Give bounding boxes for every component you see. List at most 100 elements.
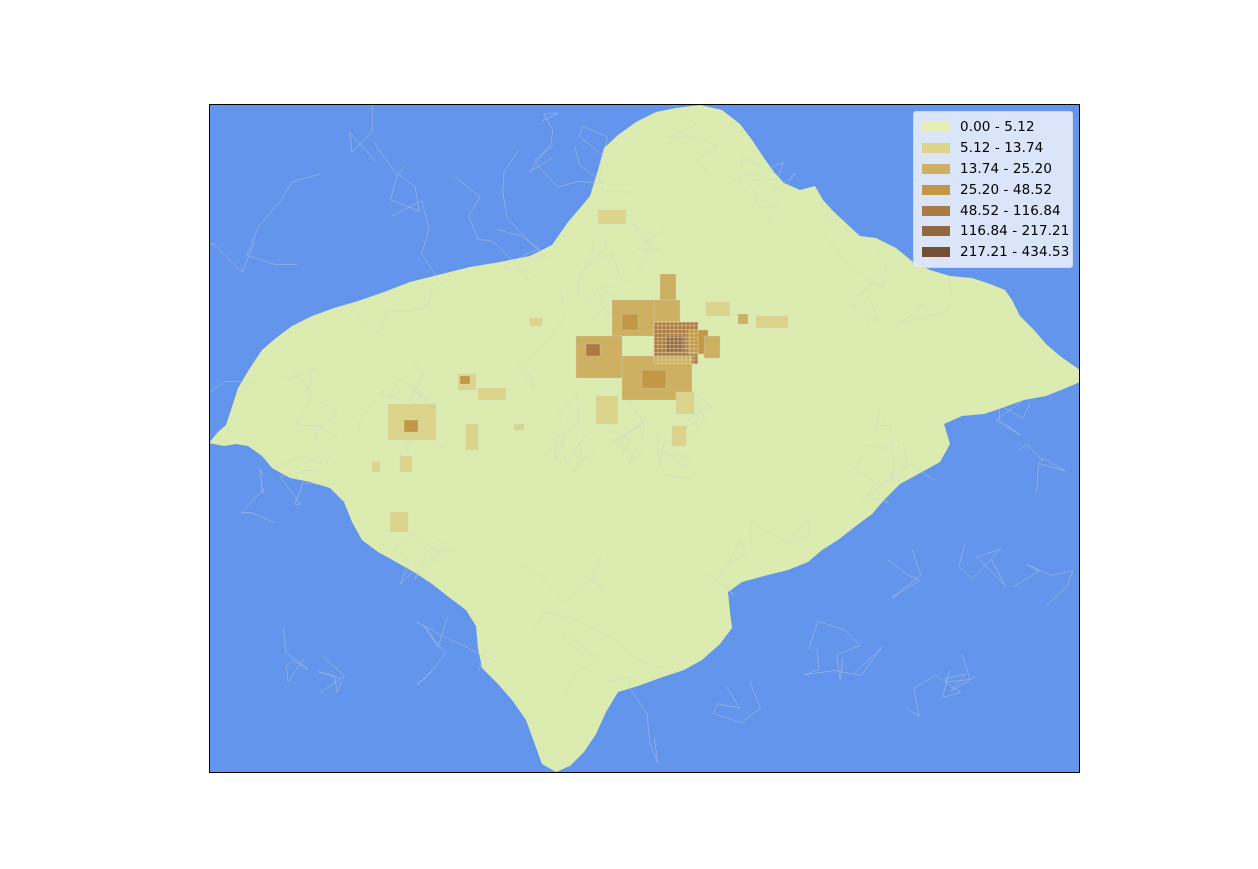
legend-entry: 116.84 - 217.21	[920, 221, 1070, 242]
boundary-line	[995, 398, 1031, 436]
legend-entry: 25.20 - 48.52	[920, 179, 1066, 200]
legend-swatch	[922, 247, 950, 258]
legend-swatch	[922, 226, 950, 237]
boundary-line	[414, 532, 456, 579]
boundary-line	[712, 681, 761, 724]
region-satellite-south	[595, 395, 619, 425]
region-southwest-dense	[585, 343, 601, 357]
boundary-line	[277, 368, 317, 390]
legend-entry: 48.52 - 116.84	[920, 200, 1066, 221]
boundary-line	[295, 384, 339, 428]
legend-swatch	[922, 205, 950, 216]
boundary-line	[606, 676, 659, 763]
boundary-line	[393, 533, 438, 585]
boundary-line	[751, 518, 811, 547]
region-north-spur	[659, 273, 677, 301]
legend-entry: 13.74 - 25.20	[920, 159, 1066, 180]
region-south-cluster-dense	[641, 369, 667, 389]
boundary-line	[554, 393, 579, 462]
legend-swatch	[922, 163, 950, 174]
urban-grid-lines	[653, 321, 699, 365]
legend-swatch	[922, 122, 950, 133]
region-west-town-east	[477, 387, 507, 401]
legend-label: 25.20 - 48.52	[960, 181, 1053, 198]
legend-label: 0.00 - 5.12	[960, 119, 1035, 136]
boundary-line	[633, 223, 665, 272]
boundary-line	[318, 655, 345, 694]
boundary-line	[738, 157, 796, 194]
region-urban-north	[653, 299, 681, 323]
map-legend: 0.00 - 5.12 5.12 - 13.74 13.74 - 25.20 2…	[913, 111, 1073, 268]
region-west-strip	[465, 423, 479, 451]
boundary-line	[517, 293, 566, 389]
legend-swatch	[922, 143, 950, 154]
legend-label: 13.74 - 25.20	[960, 160, 1053, 177]
boundary-line	[667, 104, 719, 179]
boundary-line	[1012, 563, 1074, 606]
region-southwest-cluster	[575, 335, 623, 379]
boundary-line	[502, 150, 548, 258]
boundary-line	[607, 419, 645, 455]
boundary-line	[416, 617, 448, 685]
region-west-cluster-dense	[621, 313, 639, 331]
boundary-line	[562, 630, 601, 699]
boundary-line	[392, 200, 443, 306]
region-coastal-dot	[371, 461, 381, 473]
boundary-line	[279, 469, 328, 505]
boundary-line	[706, 538, 747, 596]
boundary-line	[849, 282, 880, 324]
boundary-line	[209, 381, 255, 393]
map-frame	[209, 104, 1080, 773]
boundary-line	[577, 238, 616, 322]
region-east-patch	[755, 315, 789, 329]
boundary-line	[521, 553, 605, 603]
legend-entry: 217.21 - 434.53	[920, 242, 1070, 263]
boundary-line	[905, 670, 962, 717]
boundary-line	[578, 125, 634, 193]
boundary-line	[349, 104, 376, 162]
boundary-line	[858, 464, 936, 511]
region-urban-east	[703, 335, 721, 359]
boundary-line	[899, 277, 953, 323]
legend-entry: 0.00 - 5.12	[920, 117, 1066, 138]
region-urban-center	[665, 335, 685, 353]
boundary-line	[804, 647, 883, 676]
boundary-line	[263, 425, 339, 468]
boundary-line	[240, 468, 276, 524]
boundary-line	[572, 438, 633, 474]
land-mass	[209, 105, 1080, 772]
legend-label: 116.84 - 217.21	[960, 223, 1070, 240]
boundary-line	[533, 145, 606, 188]
shaded-regions	[371, 209, 789, 533]
boundary-line	[373, 141, 420, 212]
region-north-coast	[597, 209, 627, 225]
boundary-line	[808, 620, 861, 680]
legend-label: 217.21 - 434.53	[960, 244, 1070, 261]
boundary-line	[496, 228, 540, 274]
boundary-line	[532, 611, 663, 669]
region-far-southwest-town	[389, 511, 409, 533]
boundary-line	[282, 627, 309, 683]
region-southwest-town	[399, 455, 413, 473]
legend-entry: 5.12 - 13.74	[920, 138, 1066, 159]
boundary-line	[854, 441, 908, 484]
region-east-small	[737, 313, 749, 325]
boundary-line	[958, 543, 1006, 587]
region-mid-west-dot	[529, 317, 543, 327]
legend-swatch	[922, 184, 950, 195]
region-west-town-dense	[459, 375, 471, 385]
boundary-line	[944, 654, 976, 692]
boundary-line	[416, 621, 496, 672]
legend-label: 48.52 - 116.84	[960, 202, 1061, 219]
boundary-line	[628, 434, 699, 479]
boundary-line	[887, 550, 922, 599]
boundary-line	[209, 242, 255, 273]
boundary-line	[729, 173, 779, 227]
legend-label: 5.12 - 13.74	[960, 140, 1044, 157]
region-west-dot	[513, 423, 525, 431]
boundary-line	[1018, 443, 1066, 493]
region-northeast-patch	[705, 301, 731, 317]
boundary-line	[246, 173, 321, 266]
boundary-line	[820, 213, 887, 289]
